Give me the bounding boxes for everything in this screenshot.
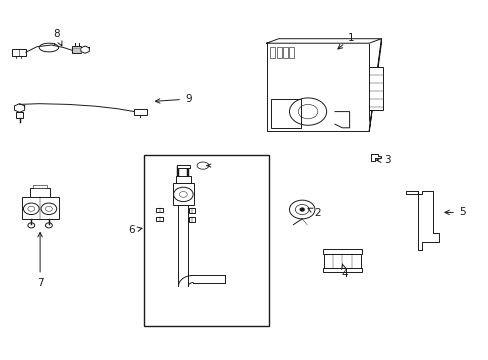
Text: 2: 2	[307, 208, 321, 218]
Bar	[189, 217, 195, 222]
Text: 3: 3	[376, 155, 390, 165]
Polygon shape	[405, 191, 417, 194]
Polygon shape	[81, 46, 89, 53]
Bar	[21, 197, 59, 219]
Bar	[368, 67, 382, 110]
Circle shape	[300, 208, 304, 211]
Text: 9: 9	[155, 94, 191, 104]
Bar	[322, 268, 361, 272]
Text: 7: 7	[37, 233, 43, 288]
Bar	[72, 46, 81, 53]
Bar	[33, 185, 47, 188]
Polygon shape	[417, 191, 438, 250]
Bar	[323, 254, 360, 268]
Bar	[189, 208, 195, 213]
Text: 1: 1	[337, 33, 354, 49]
Polygon shape	[368, 39, 381, 131]
Bar	[176, 176, 190, 183]
Bar	[172, 183, 194, 205]
Polygon shape	[15, 104, 24, 112]
Bar	[30, 188, 50, 197]
Bar	[266, 43, 368, 131]
Bar	[16, 112, 23, 118]
Polygon shape	[266, 39, 381, 43]
Polygon shape	[334, 112, 349, 128]
Bar	[177, 165, 189, 168]
Bar	[270, 47, 275, 58]
Bar	[271, 99, 300, 128]
Bar	[12, 49, 26, 56]
Bar	[289, 47, 294, 58]
Bar	[322, 249, 361, 254]
Bar	[156, 216, 163, 221]
Polygon shape	[370, 154, 381, 161]
Text: 8: 8	[53, 29, 62, 46]
Bar	[156, 207, 163, 212]
Text: 4: 4	[341, 264, 348, 279]
Bar	[144, 155, 268, 326]
Bar	[276, 47, 281, 58]
Text: 5: 5	[444, 207, 465, 217]
Bar	[134, 109, 146, 115]
Bar	[283, 47, 287, 58]
Text: 6: 6	[128, 225, 142, 235]
